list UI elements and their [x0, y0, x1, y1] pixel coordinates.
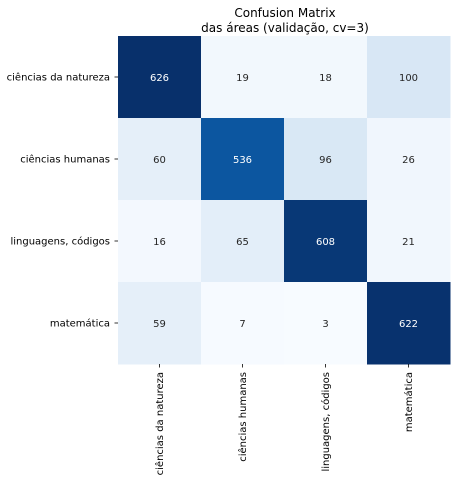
- y-tick-label: ciências humanas: [20, 154, 110, 166]
- heatmap-cell: [118, 282, 202, 365]
- heatmap-cell: [201, 282, 285, 365]
- heatmap-cell: [118, 36, 202, 119]
- heatmap-cell: [284, 282, 368, 365]
- x-tick-label: ciências humanas: [237, 372, 249, 462]
- cell-value-label: 536: [233, 155, 252, 166]
- heatmap-cell: [201, 118, 285, 201]
- heatmap-cell: [367, 36, 451, 119]
- x-tick-label: matemática: [403, 372, 415, 432]
- heatmap-cell: [118, 200, 202, 283]
- cell-value-label: 59: [153, 319, 166, 330]
- cell-value-label: 16: [153, 237, 166, 248]
- cell-value-label: 21: [402, 237, 415, 248]
- y-tick-label: matemática: [50, 318, 110, 330]
- heatmap-cell: [284, 36, 368, 119]
- cell-value-label: 26: [402, 155, 415, 166]
- chart-title-line-2: das áreas (validação, cv=3): [201, 21, 369, 35]
- cell-value-label: 622: [399, 319, 418, 330]
- cell-value-label: 96: [319, 155, 332, 166]
- y-tick-label: linguagens, códigos: [10, 236, 110, 248]
- y-tick-labels: ciências da natureza ciências humanas ling…: [7, 72, 118, 330]
- cell-value-label: 3: [322, 319, 328, 330]
- x-tick-label: linguagens, códigos: [320, 372, 332, 472]
- heatmap-cell: [284, 200, 368, 283]
- cell-value-label: 7: [239, 319, 245, 330]
- heatmap-cells: [118, 36, 451, 365]
- heatmap-cell: [284, 118, 368, 201]
- cell-value-label: 65: [236, 237, 249, 248]
- cell-value-label: 19: [236, 73, 249, 84]
- cell-value-label: 626: [150, 73, 169, 84]
- heatmap-cell: [118, 118, 202, 201]
- heatmap-cell: [367, 200, 451, 283]
- cell-value-label: 60: [153, 155, 166, 166]
- cell-value-label: 100: [399, 73, 418, 84]
- x-tick-label: ciências da natureza: [154, 372, 166, 475]
- heatmap-cell: [201, 200, 285, 283]
- heatmap-annotations: 626 19 18 100 60 536 96 26 16 65 608 21 59 7 3 622: [150, 73, 418, 330]
- x-tick-labels: ciências da natureza ciências humanas ling…: [154, 364, 415, 475]
- heatmap-cell: [367, 282, 451, 365]
- chart-title-line-1: Confusion Matrix: [234, 6, 335, 20]
- cell-value-label: 18: [319, 73, 332, 84]
- heatmap-cell: [367, 118, 451, 201]
- cell-value-label: 608: [316, 237, 335, 248]
- y-tick-label: ciências da natureza: [7, 72, 110, 84]
- heatmap-cell: [201, 36, 285, 119]
